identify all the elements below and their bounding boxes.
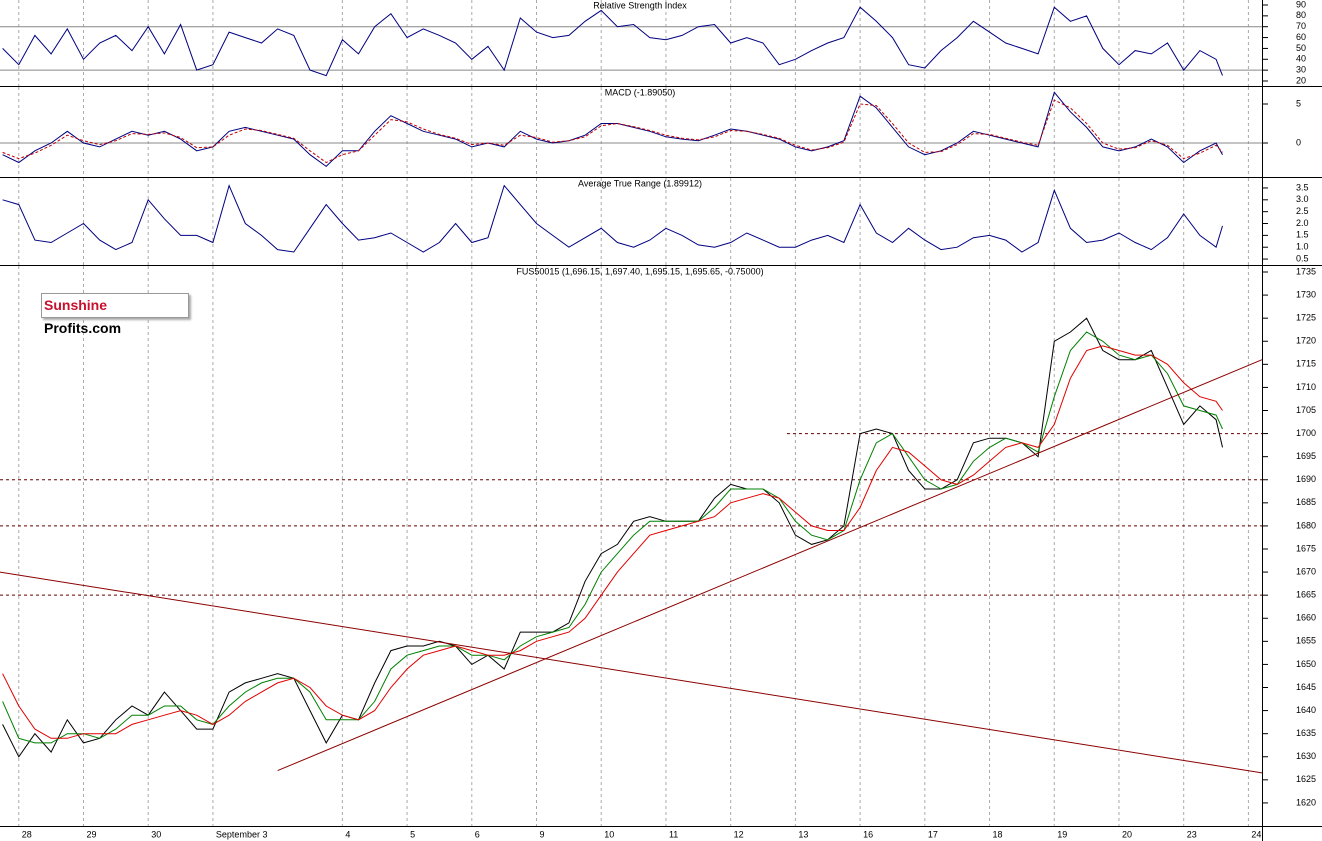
y-tick-label: 50: [1296, 43, 1306, 53]
y-tick-label: 1685: [1296, 497, 1316, 507]
y-tick-label: 40: [1296, 54, 1306, 64]
x-tick-label: 10: [604, 829, 614, 839]
y-tick-label: 90: [1296, 0, 1306, 9]
x-tick-label: 13: [798, 829, 808, 839]
panel-title: FUS50015 (1,696.15, 1,697.40, 1,695.15, …: [516, 266, 763, 276]
y-tick-label: 60: [1296, 32, 1306, 42]
x-tick-label: 18: [993, 829, 1003, 839]
x-tick-label: 30: [151, 829, 161, 839]
y-tick-label: 1635: [1296, 728, 1316, 738]
x-tick-label: 17: [928, 829, 938, 839]
x-tick-label: 11: [669, 829, 678, 839]
y-tick-label: 1.5: [1296, 230, 1309, 240]
x-tick-label: 12: [734, 829, 744, 839]
logo: Sunshine Profits.com: [41, 293, 189, 336]
y-tick-label: 1680: [1296, 520, 1316, 530]
x-tick-label: 24: [1251, 829, 1261, 839]
y-tick-label: 1665: [1296, 590, 1316, 600]
series-line: [2, 184, 1223, 253]
y-tick-label: 0.5: [1296, 253, 1309, 263]
x-tick-label: 28: [22, 829, 32, 839]
y-tick-label: 1705: [1296, 405, 1316, 415]
y-tick-label: 1695: [1296, 451, 1316, 461]
x-tick-label: 16: [863, 829, 873, 839]
x-tick-label: 19: [1057, 829, 1067, 839]
series-line: [2, 331, 1223, 744]
y-tick-label: 1700: [1296, 428, 1316, 438]
y-tick-label: 80: [1296, 10, 1306, 20]
y-tick-label: 5: [1296, 98, 1301, 108]
panel-title: Relative Strength Index: [593, 0, 687, 10]
y-tick-label: 1735: [1296, 266, 1316, 276]
trend-line: [0, 571, 1263, 774]
y-tick-label: 1670: [1296, 566, 1316, 576]
y-tick-label: 3.5: [1296, 182, 1309, 192]
y-tick-label: 1720: [1296, 336, 1316, 346]
x-tick-label: 9: [540, 829, 545, 839]
y-tick-label: 1725: [1296, 313, 1316, 323]
y-tick-label: 1630: [1296, 751, 1316, 761]
y-tick-label: 1650: [1296, 659, 1316, 669]
y-tick-label: 2.0: [1296, 218, 1309, 228]
panel-title: Average True Range (1.89912): [578, 178, 702, 188]
y-tick-label: 1.0: [1296, 242, 1309, 252]
x-tick-label: 4: [345, 829, 350, 839]
y-tick-label: 1690: [1296, 474, 1316, 484]
y-tick-label: 1675: [1296, 543, 1316, 553]
series-line: [2, 91, 1223, 168]
x-tick-label: 6: [475, 829, 480, 839]
y-tick-label: 1620: [1296, 797, 1316, 807]
series-line: [2, 345, 1223, 739]
logo-part: Profits.com: [44, 320, 122, 336]
x-tick-label: 29: [86, 829, 96, 839]
y-tick-label: 30: [1296, 65, 1306, 75]
y-tick-label: 1645: [1296, 682, 1316, 692]
y-tick-label: 1730: [1296, 289, 1316, 299]
panel-title: MACD (-1.89050): [605, 87, 676, 97]
y-tick-label: 1655: [1296, 636, 1316, 646]
y-tick-label: 70: [1296, 21, 1306, 31]
y-tick-label: 2.5: [1296, 206, 1309, 216]
series-line: [2, 99, 1223, 164]
y-tick-label: 0: [1296, 137, 1301, 147]
series-line: [2, 6, 1223, 77]
y-tick-label: 20: [1296, 75, 1306, 85]
logo-part: Sunshine: [42, 294, 110, 317]
x-tick-label: 20: [1122, 829, 1132, 839]
x-tick-label: 23: [1187, 829, 1197, 839]
y-tick-label: 1625: [1296, 774, 1316, 784]
series-line: [2, 317, 1223, 758]
y-tick-label: 1640: [1296, 705, 1316, 715]
y-tick-label: 1660: [1296, 613, 1316, 623]
y-tick-label: 3.0: [1296, 194, 1309, 204]
x-tick-label: 5: [410, 829, 415, 839]
trend-line: [277, 359, 1263, 772]
y-tick-label: 1710: [1296, 382, 1316, 392]
y-tick-label: 1715: [1296, 359, 1316, 369]
x-tick-label: September 3: [216, 829, 268, 839]
